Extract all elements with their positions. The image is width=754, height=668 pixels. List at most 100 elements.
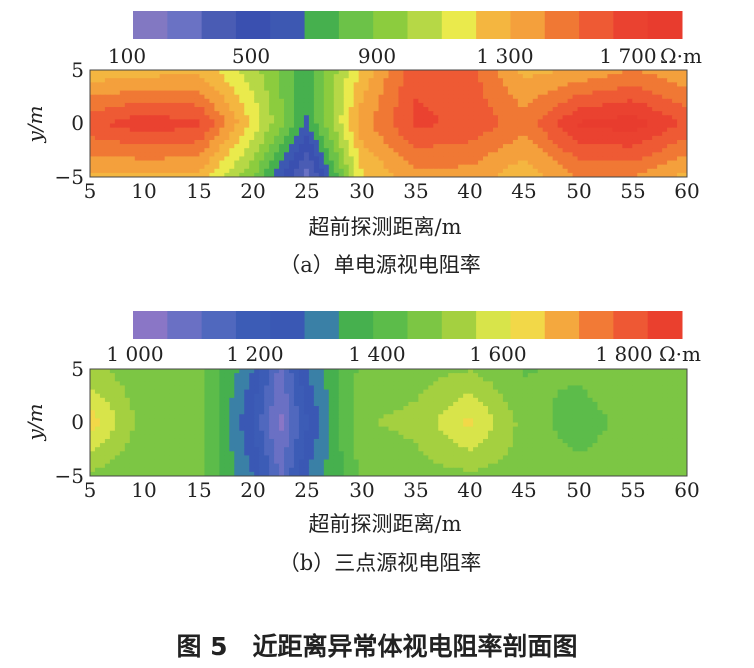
heatmap-cell bbox=[119, 152, 126, 158]
heatmap-cell bbox=[209, 135, 215, 141]
heatmap-cell bbox=[527, 139, 534, 145]
heatmap-cell bbox=[473, 164, 479, 170]
heatmap-cell bbox=[279, 164, 285, 170]
heatmap-cell bbox=[328, 90, 335, 96]
heatmap-cell bbox=[527, 127, 534, 133]
heatmap-cell bbox=[522, 168, 529, 174]
heatmap-cell bbox=[542, 422, 549, 428]
heatmap-cell bbox=[627, 393, 633, 399]
heatmap-cell bbox=[164, 172, 171, 177]
heatmap-cell bbox=[164, 86, 171, 92]
heatmap-cell bbox=[617, 119, 623, 125]
heatmap-cell bbox=[527, 401, 534, 407]
heatmap-cell bbox=[627, 389, 633, 395]
heatmap-cell bbox=[249, 111, 255, 116]
heatmap-cell bbox=[224, 406, 230, 411]
heatmap-cell bbox=[114, 148, 121, 153]
heatmap-cell bbox=[274, 422, 280, 428]
heatmap-cell bbox=[199, 111, 206, 116]
heatmap-cell bbox=[488, 107, 494, 112]
heatmap-cell bbox=[274, 393, 280, 399]
heatmap-cell bbox=[473, 115, 479, 120]
heatmap-cell bbox=[358, 385, 365, 391]
heatmap-cell bbox=[642, 127, 648, 133]
heatmap-cell bbox=[119, 401, 126, 407]
heatmap-cell bbox=[458, 168, 464, 174]
heatmap-cell bbox=[383, 389, 390, 395]
heatmap-cell bbox=[94, 172, 101, 177]
heatmap-cell bbox=[453, 426, 459, 432]
heatmap-cell bbox=[572, 144, 579, 149]
heatmap-cell bbox=[269, 152, 275, 158]
heatmap-cell bbox=[119, 148, 126, 153]
heatmap-cell bbox=[433, 369, 439, 374]
heatmap-cell bbox=[229, 410, 235, 415]
heatmap-cell bbox=[90, 152, 96, 158]
heatmap-cell bbox=[547, 406, 554, 411]
heatmap-cell bbox=[348, 102, 355, 108]
panel-a-plot-frame bbox=[89, 69, 688, 178]
heatmap-cell bbox=[154, 111, 161, 116]
heatmap-cell bbox=[279, 148, 285, 153]
heatmap-cell bbox=[517, 144, 524, 149]
heatmap-cell bbox=[219, 102, 225, 108]
heatmap-cell bbox=[234, 373, 240, 378]
heatmap-cell bbox=[139, 406, 146, 411]
heatmap-cell bbox=[164, 397, 171, 403]
heatmap-cell bbox=[293, 131, 300, 137]
heatmap-cell bbox=[522, 377, 529, 382]
heatmap-cell bbox=[179, 94, 186, 100]
heatmap-cell bbox=[398, 164, 405, 170]
heatmap-cell bbox=[453, 98, 459, 104]
heatmap-cell bbox=[403, 172, 409, 177]
heatmap-cell bbox=[642, 131, 648, 137]
heatmap-cell bbox=[512, 418, 519, 424]
heatmap-cell bbox=[642, 418, 648, 424]
heatmap-cell bbox=[154, 86, 161, 92]
heatmap-cell bbox=[229, 397, 235, 403]
heatmap-cell bbox=[274, 115, 280, 120]
heatmap-cell bbox=[582, 139, 589, 145]
heatmap-cell bbox=[622, 373, 628, 378]
heatmap-cell bbox=[293, 172, 300, 177]
heatmap-cell bbox=[592, 397, 599, 403]
heatmap-cell bbox=[338, 119, 345, 125]
heatmap-cell bbox=[582, 115, 589, 120]
heatmap-cell bbox=[562, 164, 569, 170]
heatmap-cell bbox=[214, 414, 220, 419]
heatmap-cell bbox=[532, 373, 539, 378]
heatmap-cell bbox=[682, 393, 687, 399]
heatmap-cell bbox=[313, 410, 320, 415]
heatmap-cell bbox=[169, 393, 176, 399]
heatmap-cell bbox=[204, 135, 210, 141]
heatmap-cell bbox=[617, 410, 623, 415]
heatmap-cell bbox=[134, 410, 141, 415]
heatmap-cell bbox=[428, 123, 434, 129]
heatmap-cell bbox=[682, 406, 687, 411]
heatmap-cell bbox=[109, 111, 116, 116]
heatmap-cell bbox=[497, 397, 504, 403]
heatmap-cell bbox=[557, 406, 564, 411]
panel-b-chart: 1 000 1 200 1 400 1 600 1 800 Ω·m 5 10 1… bbox=[23, 311, 701, 575]
heatmap-cell bbox=[567, 426, 574, 432]
heatmap-cell bbox=[483, 90, 489, 96]
heatmap-cell bbox=[443, 98, 449, 104]
heatmap-cell bbox=[453, 377, 459, 382]
heatmap-cell bbox=[104, 111, 111, 116]
heatmap-cell bbox=[597, 148, 604, 153]
heatmap-cell bbox=[94, 135, 101, 141]
heatmap-cell bbox=[144, 82, 151, 88]
heatmap-cell bbox=[219, 123, 225, 129]
heatmap-cell bbox=[642, 397, 648, 403]
heatmap-cell bbox=[119, 82, 126, 88]
heatmap-cell bbox=[308, 426, 315, 432]
heatmap-cell bbox=[587, 381, 594, 387]
heatmap-cell bbox=[124, 385, 131, 391]
heatmap-cell bbox=[468, 127, 474, 133]
heatmap-cell bbox=[184, 70, 191, 75]
heatmap-cell bbox=[154, 144, 161, 149]
heatmap-cell bbox=[502, 414, 509, 419]
heatmap-cell bbox=[90, 389, 96, 395]
heatmap-cell bbox=[298, 172, 305, 177]
heatmap-cell bbox=[134, 70, 141, 75]
